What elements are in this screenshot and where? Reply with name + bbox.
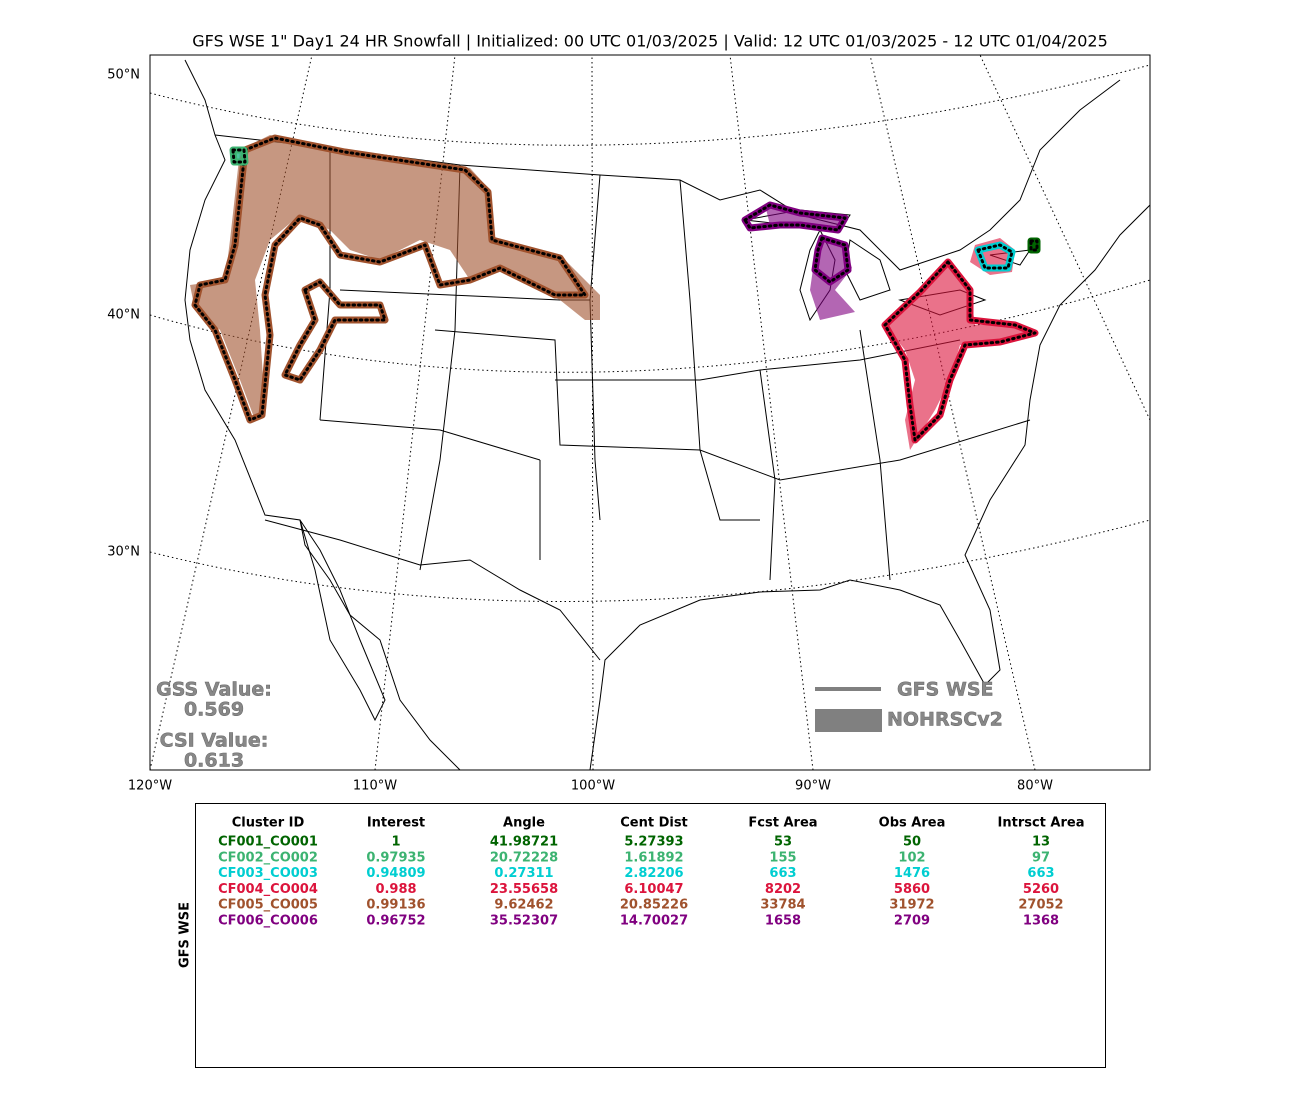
lon-label: 100°W: [571, 779, 615, 794]
meridian: [729, 55, 814, 770]
meridian: [150, 55, 313, 770]
meridian: [869, 55, 1036, 770]
forecast-dots: [743, 203, 850, 284]
table-cell: 14.70027: [620, 914, 688, 929]
table-cell: 97: [1032, 850, 1050, 865]
column-header: Cent Dist: [620, 816, 688, 831]
legend-patch: [815, 709, 882, 732]
table-cell: 0.94809: [366, 866, 425, 881]
table-cell: 6.10047: [624, 882, 683, 897]
table-cell: 27052: [1018, 898, 1063, 913]
table-cell: 0.96752: [366, 914, 425, 929]
table-cell: 0.97935: [366, 850, 425, 865]
lat-label: 40°N: [107, 308, 140, 323]
map-frame: [149, 54, 1151, 771]
legend-forecast: GFS WSE: [897, 679, 994, 701]
legend-observed: NOHRSCv2: [887, 709, 1003, 731]
column-header: Fcst Area: [748, 816, 817, 831]
column-header: Intrsct Area: [998, 816, 1085, 831]
table-cell: 5860: [894, 882, 930, 897]
table-cell: CF001_CO001: [218, 835, 318, 850]
table-cell: 33784: [760, 898, 805, 913]
forecast-dots: [883, 260, 1037, 442]
parallel: [150, 64, 1150, 146]
gss-label: GSS Value:: [156, 679, 272, 701]
lat-label: 30°N: [107, 545, 140, 560]
table-cell: 2.82206: [624, 866, 683, 881]
table-cell: 23.55658: [490, 882, 558, 897]
table-cell: 8202: [765, 882, 801, 897]
coastline: [184, 59, 461, 770]
table-cell: 0.988: [375, 882, 416, 897]
lat-label: 50°N: [107, 68, 140, 83]
lon-label: 110°W: [353, 779, 397, 794]
table-cell: 20.85226: [620, 898, 688, 913]
observed-object: [765, 205, 855, 320]
column-header: Obs Area: [879, 816, 946, 831]
baja: [299, 519, 386, 722]
title: GFS WSE 1" Day1 24 HR Snowfall | Initial…: [192, 32, 1108, 51]
forecast-dots: [976, 243, 1014, 270]
column-header: Angle: [503, 816, 545, 831]
table-cell: 41.98721: [490, 835, 558, 850]
table-cell: CF003_CO003: [218, 866, 318, 881]
table-cell: 5260: [1023, 882, 1059, 897]
row-label: GFS WSE: [178, 902, 193, 968]
csi-value: 0.613: [184, 750, 244, 772]
map: [150, 55, 1150, 770]
table-cell: CF004_CO004: [218, 882, 318, 897]
table-cell: 0.99136: [366, 898, 425, 913]
table-cell: 13: [1032, 835, 1050, 850]
table-cell: 20.72228: [490, 850, 558, 865]
forecast-dots: [231, 148, 247, 164]
table-cell: 35.52307: [490, 914, 558, 929]
table-cell: 50: [903, 835, 921, 850]
table-cell: CF006_CO006: [218, 914, 318, 929]
table: Cluster ID Interest Angle Cent Dist Fcst Are…: [218, 816, 1084, 929]
column-header: Interest: [367, 816, 425, 831]
csi-label: CSI Value:: [160, 730, 269, 752]
table-cell: 53: [774, 835, 792, 850]
forecast-dots: [193, 136, 587, 422]
table-cell: 155: [769, 850, 796, 865]
table-cell: 31972: [889, 898, 934, 913]
observed-object: [885, 262, 1035, 450]
table-cell: 1658: [765, 914, 801, 929]
table-cell: 663: [1027, 866, 1054, 881]
observed-object: [190, 135, 600, 420]
forecast-dots: [283, 280, 387, 382]
lon-label: 90°W: [795, 779, 831, 794]
border-mexico: [264, 519, 601, 661]
table-cell: 1: [391, 835, 400, 850]
column-header: Cluster ID: [232, 816, 305, 831]
table-cell: 9.62462: [494, 898, 553, 913]
gulf-coast: [589, 204, 1150, 770]
lon-label: 120°W: [128, 779, 172, 794]
table-cell: 1476: [894, 866, 930, 881]
parallel: [150, 519, 1150, 602]
table-cell: 1368: [1023, 914, 1059, 929]
table-cell: CF002_CO002: [218, 850, 318, 865]
lon-label: 80°W: [1017, 779, 1053, 794]
table-cell: 0.27311: [494, 866, 553, 881]
table-frame: [195, 803, 1106, 1068]
forecast-dots: [1029, 239, 1039, 252]
table-cell: 663: [769, 866, 796, 881]
table-cell: 1.61892: [624, 850, 683, 865]
table-cell: 5.27393: [624, 835, 683, 850]
gss-value: 0.569: [184, 699, 244, 721]
table-cell: 2709: [894, 914, 930, 929]
table-cell: CF005_CO005: [218, 898, 318, 913]
table-cell: 102: [898, 850, 925, 865]
